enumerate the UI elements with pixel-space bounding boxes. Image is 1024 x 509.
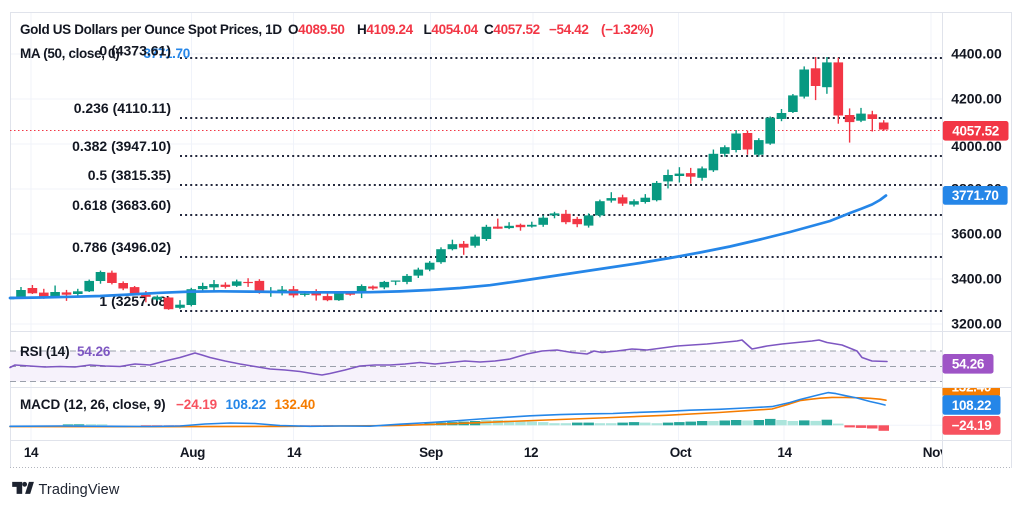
svg-text:4057.52: 4057.52 xyxy=(952,124,999,139)
svg-text:MA (50, close, 0)3771.70: MA (50, close, 0) 3771.70 xyxy=(20,46,190,61)
svg-text:0.5 (3815.35): 0.5 (3815.35) xyxy=(88,167,171,183)
svg-text:12: 12 xyxy=(524,445,538,460)
svg-text:Sep: Sep xyxy=(419,445,443,460)
svg-text:Gold US Dollars per Ounce Spot: Gold US Dollars per Ounce Spot Prices, 1… xyxy=(20,22,653,37)
svg-text:0 (4373.61): 0 (4373.61) xyxy=(99,43,171,59)
svg-text:Nov: Nov xyxy=(923,445,948,460)
svg-text:3200.00: 3200.00 xyxy=(951,316,1002,332)
svg-text:Aug: Aug xyxy=(180,445,205,460)
svg-text:0.786 (3496.02): 0.786 (3496.02) xyxy=(72,239,171,255)
svg-text:TradingView: TradingView xyxy=(39,482,120,498)
svg-text:4200.00: 4200.00 xyxy=(951,91,1002,107)
svg-text:132.40: 132.40 xyxy=(952,380,992,395)
svg-text:14: 14 xyxy=(287,445,302,460)
svg-text:0.236 (4110.11): 0.236 (4110.11) xyxy=(74,100,171,116)
svg-text:Oct: Oct xyxy=(670,445,692,460)
svg-text:54.26: 54.26 xyxy=(952,357,985,372)
svg-text:3600.00: 3600.00 xyxy=(951,226,1002,242)
svg-text:4000.00: 4000.00 xyxy=(951,138,1002,154)
svg-text:108.22: 108.22 xyxy=(952,398,992,413)
svg-text:3771.70: 3771.70 xyxy=(952,188,999,203)
svg-text:RSI (14)54.26: RSI (14) 54.26 xyxy=(20,344,111,359)
svg-text:−24.19: −24.19 xyxy=(952,418,992,433)
svg-text:0.618 (3683.60): 0.618 (3683.60) xyxy=(72,197,171,213)
svg-text:4400.00: 4400.00 xyxy=(951,46,1002,62)
svg-text:3400.00: 3400.00 xyxy=(951,271,1002,287)
svg-text:14: 14 xyxy=(24,445,39,460)
svg-text:0.382 (3947.10): 0.382 (3947.10) xyxy=(72,138,171,154)
svg-text:14: 14 xyxy=(777,445,792,460)
